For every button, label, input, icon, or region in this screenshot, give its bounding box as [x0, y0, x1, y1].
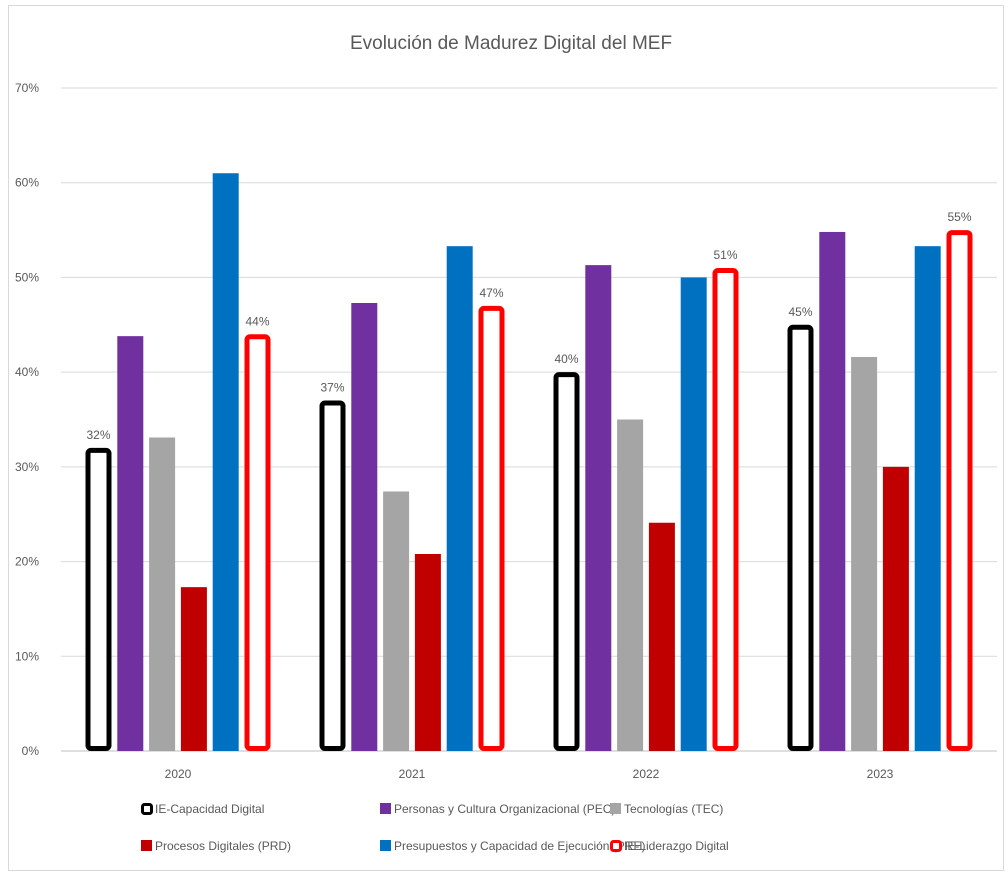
- y-tick-label: 40%: [15, 365, 39, 379]
- x-category-label: 2022: [633, 767, 660, 781]
- bar: [478, 305, 505, 751]
- x-category-label: 2021: [399, 767, 426, 781]
- bar: [383, 491, 410, 751]
- legend-label: Procesos Digitales (PRD): [155, 839, 291, 853]
- y-tick-label: 20%: [15, 555, 39, 569]
- bars-layer: [85, 173, 973, 752]
- data-label: 55%: [947, 210, 971, 224]
- data-label: 47%: [479, 286, 503, 300]
- bar: [244, 334, 271, 751]
- data-label: 37%: [320, 381, 344, 395]
- legend-swatch: [610, 803, 621, 814]
- y-tick-label: 60%: [15, 176, 39, 190]
- labels-layer: 0% 10% 20% 30% 40% 50% 60% 70% 32% 44% 2020 37% 47% 2…: [15, 81, 972, 781]
- chart-svg: Evolución de Madurez Digital del MEF 0% 1…: [15, 33, 997, 853]
- chart-title: Evolución de Madurez Digital del MEF: [350, 33, 672, 54]
- bar: [787, 324, 814, 751]
- bar: [648, 522, 675, 751]
- data-label: 44%: [245, 314, 269, 328]
- y-tick-label: 50%: [15, 270, 39, 284]
- data-label: 45%: [788, 305, 812, 319]
- bar: [882, 466, 909, 751]
- legend-swatch: [141, 803, 153, 815]
- bar: [446, 246, 473, 751]
- bar: [351, 303, 378, 751]
- legend-label: IE-Capacidad Digital: [155, 802, 264, 816]
- bar: [914, 246, 941, 751]
- legend-swatch: [380, 840, 391, 851]
- bar: [617, 419, 644, 751]
- x-category-label: 2023: [867, 767, 894, 781]
- legend-label: IE-Liderazgo Digital: [624, 839, 729, 853]
- legend-label: Tecnologías (TEC): [624, 802, 723, 816]
- legend-swatch: [141, 840, 152, 851]
- y-tick-label: 10%: [15, 649, 39, 663]
- bar: [117, 336, 144, 751]
- bar: [414, 553, 441, 751]
- data-label: 40%: [554, 352, 578, 366]
- x-category-label: 2020: [165, 767, 192, 781]
- y-tick-label: 30%: [15, 460, 39, 474]
- legend-label: Presupuestos y Capacidad de Ejecución (P…: [394, 839, 645, 853]
- bar: [585, 265, 612, 751]
- bar: [946, 230, 973, 752]
- chart-frame: Evolución de Madurez Digital del MEF 0% 1…: [8, 5, 1004, 871]
- legend-label: Personas y Cultura Organizacional (PEC): [394, 802, 615, 816]
- legend: IE-Capacidad Digital Personas y Cultura O…: [141, 802, 729, 853]
- bar: [85, 447, 112, 751]
- bar: [180, 587, 207, 751]
- bar: [212, 173, 239, 751]
- legend-swatch: [380, 803, 391, 814]
- data-label: 51%: [713, 248, 737, 262]
- bar: [819, 231, 846, 752]
- bar: [149, 437, 176, 751]
- bar: [319, 400, 346, 751]
- bar: [851, 356, 878, 751]
- bar: [553, 372, 580, 751]
- y-tick-label: 0%: [22, 744, 40, 758]
- bar: [680, 277, 707, 751]
- legend-swatch: [610, 840, 622, 852]
- bar: [712, 267, 739, 751]
- y-tick-label: 70%: [15, 81, 39, 95]
- data-label: 32%: [86, 428, 110, 442]
